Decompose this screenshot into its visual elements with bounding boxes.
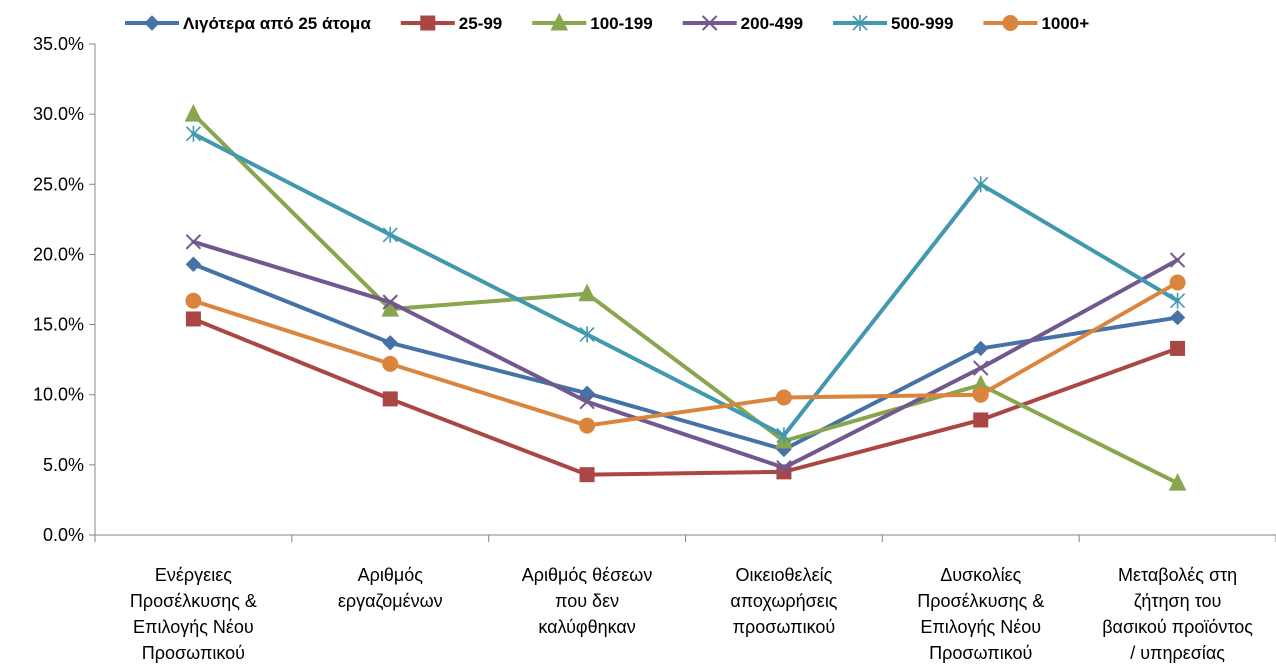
data-point (578, 283, 596, 302)
legend-marker (550, 12, 569, 31)
legend-item: 1000+ (983, 14, 1089, 33)
legend-item: 200-499 (682, 14, 803, 33)
x-category-label: Αριθμός εργαζομένων (338, 565, 443, 611)
data-point (776, 459, 792, 476)
series-2 (185, 311, 1186, 483)
legend-item: 100-199 (532, 12, 653, 33)
data-point (579, 467, 595, 483)
legend-label: 200-499 (741, 14, 803, 33)
data-point (1168, 472, 1187, 491)
data-point (185, 292, 202, 309)
data-point (1169, 274, 1186, 291)
data-point (972, 386, 989, 403)
x-category-label: Μεταβολές στη ζήτηση του βασικού προϊόντος… (1102, 565, 1253, 663)
legend-label: 1000+ (1041, 14, 1089, 33)
data-point (579, 417, 596, 434)
x-axis: Ενέργειες Προσέλκυσης & Επιλογής Νέου Προσω… (94, 534, 1276, 663)
legend-item: 25-99 (400, 14, 502, 33)
data-point (185, 234, 202, 250)
legend-label: 100-199 (590, 14, 652, 33)
legend-marker (852, 15, 868, 31)
legend-marker (701, 15, 718, 31)
data-point (382, 355, 399, 372)
data-point (1170, 340, 1186, 356)
legend-label: Λιγότερα από 25 άτομα (183, 14, 371, 33)
series-line (191, 280, 1180, 428)
series-line (191, 239, 1180, 470)
legend-label: 500-999 (891, 14, 953, 33)
y-axis: 0.0% 5.0% 10.0% 15.0% 20.0% 25.0% 30.0% 35.0% (33, 34, 96, 545)
series-line (191, 262, 1180, 452)
data-point (579, 326, 595, 343)
series-6 (185, 274, 1186, 434)
y-tick-label: 15.0% (33, 315, 84, 335)
data-point (973, 340, 989, 357)
y-tick-label: 10.0% (33, 385, 84, 405)
y-tick-label: 35.0% (33, 34, 84, 54)
series-line (191, 112, 1180, 486)
data-point (382, 391, 398, 407)
y-tick-label: 20.0% (33, 244, 84, 264)
series-line (191, 131, 1180, 438)
series-5 (185, 125, 1186, 444)
legend: Λιγότερα από 25 άτομα 25-99 100-199 200-499… (125, 12, 1089, 33)
data-point (382, 335, 398, 351)
x-category-label: Αριθμός θέσεων που δεν καλύφθηκαν (522, 565, 653, 637)
data-point (973, 360, 989, 376)
x-category-label: Δυσκολίες Προσέλκυσης & Επιλογής Νέου Προσω… (917, 565, 1044, 663)
x-category-label: Οικειοθελείς αποχωρήσεις προσωπικού (730, 565, 837, 637)
data-point (382, 226, 398, 243)
series-3 (184, 104, 1187, 491)
data-point (1170, 292, 1186, 309)
data-point (185, 125, 201, 142)
data-point (185, 311, 201, 327)
data-point (776, 427, 792, 444)
x-category-label: Ενέργειες Προσέλκυσης & Επιλογής Νέου Προσω… (130, 565, 257, 663)
series-layer (184, 104, 1187, 491)
legend-marker (420, 15, 436, 31)
y-tick-label: 30.0% (33, 104, 84, 124)
legend-item: 500-999 (833, 14, 953, 33)
data-point (1169, 309, 1186, 326)
data-point (382, 294, 398, 310)
series-4 (185, 234, 1186, 476)
data-point (579, 394, 595, 410)
legend-item: Λιγότερα από 25 άτομα (125, 14, 371, 33)
data-point (184, 104, 203, 122)
series-line (191, 316, 1180, 477)
y-tick-label: 5.0% (43, 455, 84, 475)
data-point (973, 412, 989, 428)
data-point (775, 389, 792, 406)
legend-marker (144, 15, 160, 31)
y-tick-label: 0.0% (43, 525, 84, 545)
data-point (1169, 252, 1186, 268)
data-point (185, 256, 202, 272)
data-point (381, 299, 400, 317)
legend-label: 25-99 (459, 14, 502, 33)
y-tick-label: 25.0% (33, 174, 84, 194)
legend-marker (1002, 15, 1019, 31)
data-point (973, 176, 989, 193)
